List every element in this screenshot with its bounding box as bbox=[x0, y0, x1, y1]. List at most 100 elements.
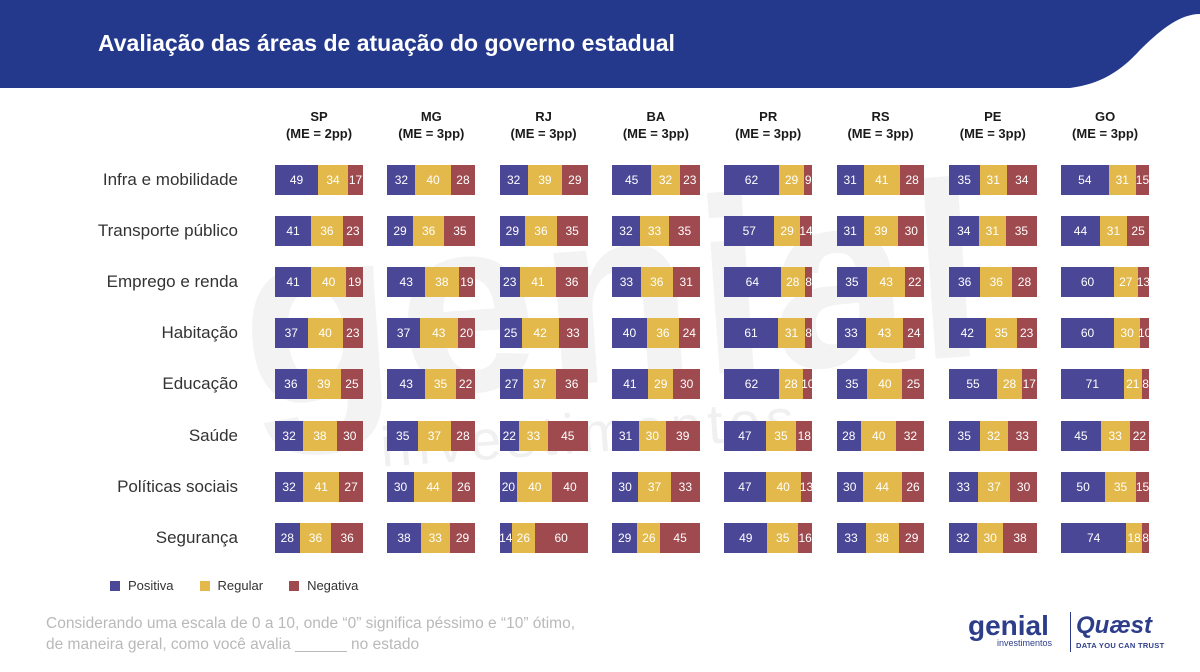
bar-segment-positiva: 31 bbox=[611, 420, 640, 451]
bar-segment-negativa: 8 bbox=[1142, 522, 1150, 553]
bar-segment-negativa: 29 bbox=[449, 522, 476, 553]
bar-segment-regular: 35 bbox=[765, 420, 797, 451]
state-label: SP bbox=[310, 109, 328, 124]
bar-segment-negativa: 23 bbox=[679, 165, 700, 195]
stacked-bar: 45 33 22 bbox=[1061, 420, 1150, 451]
column-header-sp: SP (ME = 2pp) bbox=[274, 108, 364, 142]
stacked-bar: 32 33 35 bbox=[611, 216, 700, 247]
bar-segment-negativa: 29 bbox=[562, 165, 588, 195]
bar-segment-positiva: 32 bbox=[948, 522, 977, 553]
footnote: Considerando uma escala de 0 a 10, onde … bbox=[46, 613, 686, 655]
bar-segment-regular: 44 bbox=[862, 471, 902, 502]
bar-segment-regular: 27 bbox=[1113, 267, 1138, 298]
stacked-bar: 31 39 30 bbox=[836, 216, 925, 247]
bar-segment-negativa: 10 bbox=[801, 369, 814, 400]
bar-segment-positiva: 36 bbox=[275, 369, 307, 400]
row-label: Transporte público bbox=[97, 221, 238, 241]
bar-segment-regular: 44 bbox=[413, 471, 453, 502]
bar-segment-negativa: 32 bbox=[896, 420, 925, 451]
column-header-rs: RS (ME = 3pp) bbox=[836, 108, 926, 142]
bar-segment-positiva: 25 bbox=[499, 318, 522, 349]
bar-segment-regular: 40 bbox=[311, 267, 347, 298]
bar-segment-regular: 43 bbox=[867, 267, 906, 298]
stacked-bar: 62 28 10 bbox=[724, 369, 814, 400]
bar-segment-negativa: 25 bbox=[902, 369, 925, 400]
stacked-bar: 29 26 45 bbox=[611, 522, 700, 553]
legend-swatch-positiva bbox=[110, 580, 120, 591]
stacked-bar: 34 31 35 bbox=[948, 216, 1037, 247]
bar-segment-regular: 37 bbox=[638, 471, 671, 502]
stacked-bar: 36 36 28 bbox=[948, 267, 1037, 298]
quaest-logo-text: Quæst bbox=[1076, 612, 1153, 639]
bar-segment-regular: 40 bbox=[415, 165, 451, 195]
margin-of-error-label: (ME = 3pp) bbox=[510, 126, 577, 141]
bar-segment-positiva: 71 bbox=[1061, 369, 1124, 400]
bar-segment-negativa: 10 bbox=[1138, 318, 1151, 349]
bar-segment-regular: 43 bbox=[865, 318, 904, 349]
column-header-mg: MG (ME = 3pp) bbox=[386, 108, 476, 142]
bar-segment-positiva: 37 bbox=[275, 318, 308, 349]
stacked-bar: 74 18 8 bbox=[1061, 522, 1150, 553]
bar-segment-regular: 35 bbox=[1105, 471, 1136, 502]
bar-segment-regular: 31 bbox=[1099, 216, 1128, 247]
bar-segment-negativa: 33 bbox=[670, 471, 700, 502]
bar-segment-regular: 31 bbox=[1108, 165, 1136, 195]
bar-segment-regular: 35 bbox=[425, 369, 456, 400]
bar-segment-positiva: 32 bbox=[275, 420, 304, 451]
bar-segment-positiva: 35 bbox=[836, 267, 868, 298]
bar-segment-negativa: 28 bbox=[1012, 267, 1037, 298]
stacked-bar: 49 34 17 bbox=[275, 165, 363, 195]
bar-segment-negativa: 22 bbox=[905, 267, 925, 298]
bar-segment-negativa: 30 bbox=[898, 216, 925, 247]
stacked-bar: 33 36 31 bbox=[611, 267, 700, 298]
stacked-bar: 33 38 29 bbox=[836, 522, 925, 553]
bar-segment-positiva: 29 bbox=[611, 522, 638, 553]
bar-segment-positiva: 43 bbox=[387, 267, 426, 298]
bar-segment-regular: 33 bbox=[518, 420, 548, 451]
bar-segment-positiva: 49 bbox=[275, 165, 319, 195]
bar-segment-negativa: 19 bbox=[458, 267, 476, 298]
margin-of-error-label: (ME = 3pp) bbox=[735, 126, 802, 141]
bar-segment-regular: 21 bbox=[1123, 369, 1143, 400]
bar-segment-positiva: 36 bbox=[948, 267, 981, 298]
legend-label-regular: Regular bbox=[217, 578, 264, 593]
stacked-bar: 31 30 39 bbox=[611, 420, 700, 451]
bar-segment-negativa: 28 bbox=[450, 420, 476, 451]
stacked-bar: 35 37 28 bbox=[387, 420, 476, 451]
state-label: RJ bbox=[535, 109, 552, 124]
bar-segment-negativa: 24 bbox=[678, 318, 700, 349]
bar-segment-positiva: 32 bbox=[275, 471, 304, 502]
bar-segment-regular: 38 bbox=[865, 522, 899, 553]
margin-of-error-label: (ME = 2pp) bbox=[285, 126, 353, 141]
bar-segment-positiva: 28 bbox=[275, 522, 300, 553]
genial-logo-text: genial bbox=[968, 610, 1049, 641]
bar-segment-negativa: 22 bbox=[455, 369, 476, 400]
bar-segment-regular: 36 bbox=[525, 216, 557, 247]
stacked-bar: 55 28 17 bbox=[948, 369, 1037, 400]
margin-of-error-label: (ME = 3pp) bbox=[1072, 126, 1139, 141]
bar-segment-negativa: 39 bbox=[665, 420, 700, 451]
stacked-bar: 50 35 15 bbox=[1061, 471, 1149, 502]
bar-segment-positiva: 50 bbox=[1061, 471, 1106, 502]
bar-segment-regular: 31 bbox=[979, 165, 1007, 195]
bar-segment-negativa: 17 bbox=[1021, 369, 1037, 400]
bar-segment-regular: 40 bbox=[861, 420, 897, 451]
bar-segment-positiva: 74 bbox=[1061, 522, 1127, 553]
stacked-bar: 37 43 20 bbox=[387, 318, 476, 349]
column-header-rj: RJ (ME = 3pp) bbox=[499, 108, 589, 142]
stacked-bar: 60 27 13 bbox=[1061, 267, 1150, 298]
bar-segment-negativa: 28 bbox=[450, 165, 476, 195]
bar-segment-negativa: 35 bbox=[1005, 216, 1037, 247]
stacked-bar: 20 40 40 bbox=[499, 471, 588, 502]
quaest-logo-tagline: DATA YOU CAN TRUST bbox=[1076, 641, 1165, 650]
bar-segment-regular: 30 bbox=[1113, 318, 1141, 349]
bar-segment-positiva: 33 bbox=[836, 522, 866, 553]
bar-segment-negativa: 35 bbox=[556, 216, 588, 247]
bar-segment-regular: 29 bbox=[774, 216, 800, 247]
bar-segment-negativa: 29 bbox=[898, 522, 925, 553]
bar-segment-positiva: 35 bbox=[387, 420, 419, 451]
genial-logo-subtext: investimentos bbox=[996, 638, 1052, 648]
bar-segment-positiva: 42 bbox=[948, 318, 986, 349]
stacked-bar: 33 43 24 bbox=[836, 318, 925, 349]
stacked-bar: 29 36 35 bbox=[387, 216, 476, 247]
